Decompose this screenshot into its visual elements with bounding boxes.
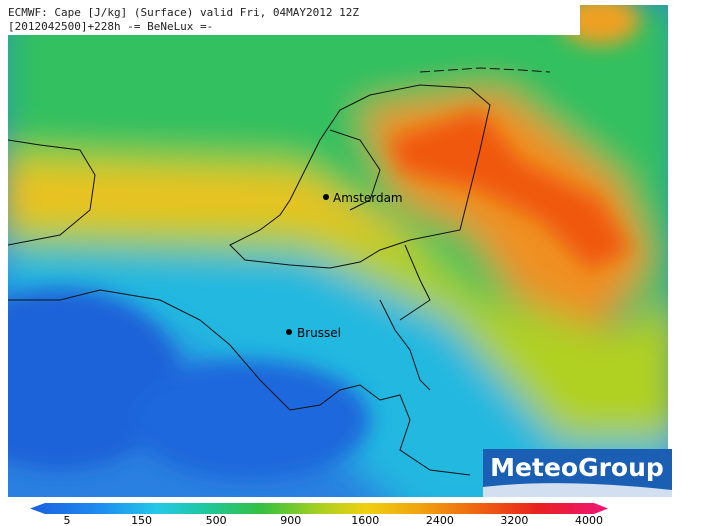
header-box: [5, 5, 580, 35]
colorbar-tick-label: 1600: [351, 514, 379, 526]
logo-swoosh: [483, 483, 672, 497]
header-line: [2012042500]+228h -= BeNeLux =-: [8, 20, 213, 33]
city-dot: [286, 329, 292, 335]
city-label: Brussel: [297, 326, 341, 340]
header-line: ECMWF: Cape [J/kg] (Surface) valid Fri, …: [8, 6, 359, 19]
colorbar-ticks: 5 150 500 900 1600 2400 3200 4000: [64, 514, 604, 526]
colorbar-tick-label: 150: [131, 514, 152, 526]
borders: [8, 67, 551, 476]
colorbar-tick-label: 3200: [500, 514, 528, 526]
city-label: Amsterdam: [333, 191, 403, 205]
colorbar: [30, 503, 608, 514]
city-dot: [323, 194, 329, 200]
colorbar-tick-label: 500: [206, 514, 227, 526]
colorbar-tick-label: 4000: [575, 514, 603, 526]
colorbar-tick-label: 2400: [426, 514, 454, 526]
logo-text: MeteoGroup: [490, 453, 664, 482]
colorbar-tick-label: 5: [64, 514, 71, 526]
colorbar-tick-label: 900: [280, 514, 301, 526]
